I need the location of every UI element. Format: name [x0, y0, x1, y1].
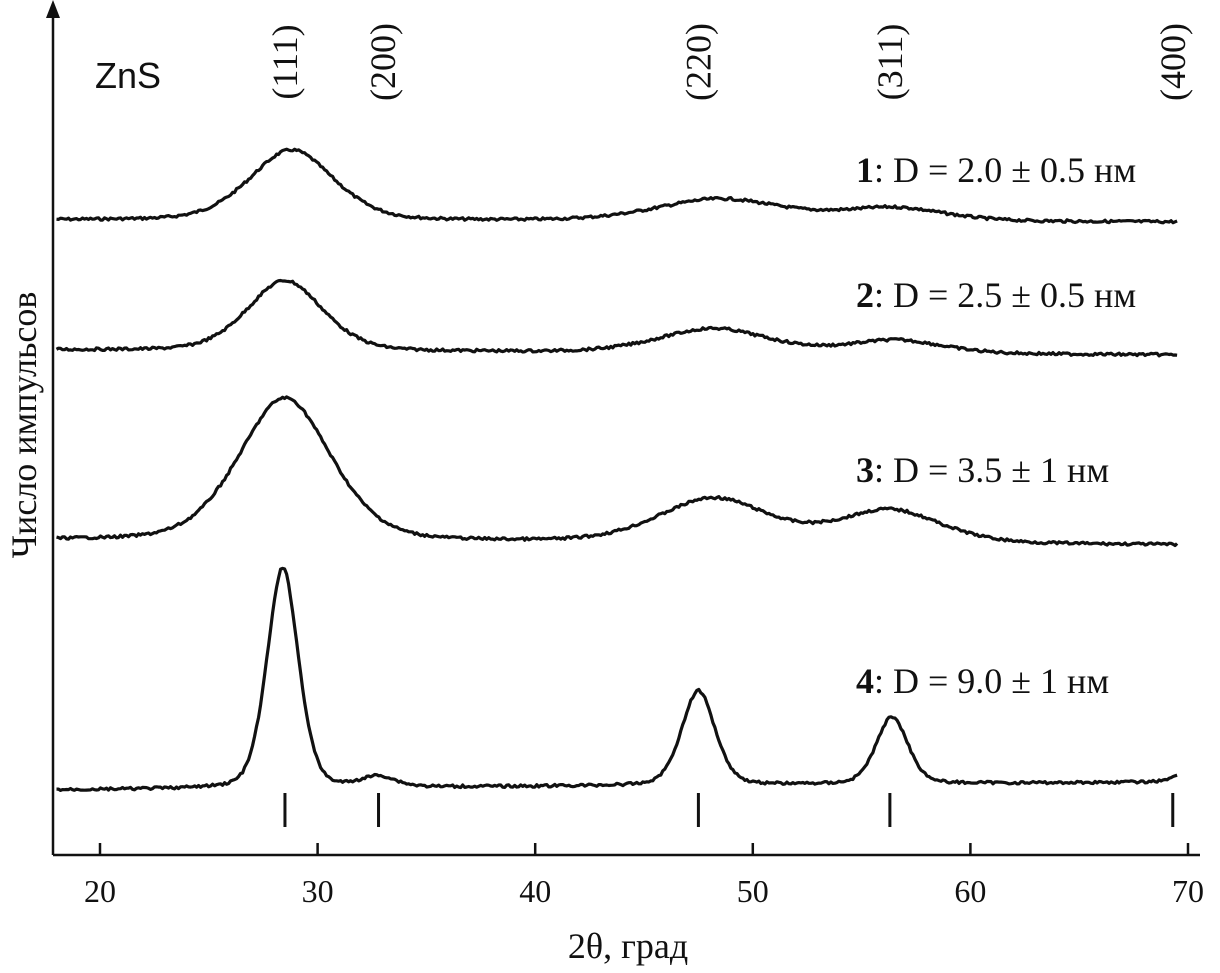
curve-4 — [56, 566, 1178, 792]
diffraction-curves — [55, 147, 1179, 792]
curve-number: 1 — [856, 150, 874, 190]
material-label: ZnS — [95, 55, 161, 96]
curve-number: 2 — [856, 275, 874, 315]
curve-size-text: : D = 2.0 ± 0.5 нм — [874, 150, 1136, 190]
curve-label-3: 3: D = 3.5 ± 1 нм — [856, 450, 1109, 490]
curve-number: 4 — [856, 661, 874, 701]
x-tick-label: 60 — [954, 873, 986, 909]
y-axis-title: Число импульсов — [4, 292, 44, 559]
x-tick-label: 20 — [84, 873, 116, 909]
x-tick-label: 70 — [1172, 873, 1204, 909]
axes — [46, 0, 1200, 857]
hkl-label: (400) — [1153, 23, 1193, 101]
x-axis-title: 2θ, град — [568, 926, 688, 966]
hkl-label: (220) — [678, 23, 718, 101]
reference-lines — [283, 793, 1175, 827]
x-ticks: 20 30 40 50 60 70 — [84, 843, 1204, 909]
hkl-label: (111) — [265, 24, 305, 99]
curve-size-text: : D = 9.0 ± 1 нм — [874, 661, 1109, 701]
hkl-label: (311) — [870, 24, 910, 101]
curve-size-text: : D = 2.5 ± 0.5 нм — [874, 275, 1136, 315]
hkl-labels: (111) (200) (220) (311) (400) — [265, 23, 1193, 101]
curve-number: 3 — [856, 450, 874, 490]
x-tick-label: 50 — [737, 873, 769, 909]
curve-size-text: : D = 3.5 ± 1 нм — [874, 450, 1109, 490]
curve-labels: 1: D = 2.0 ± 0.5 нм 2: D = 2.5 ± 0.5 нм 3:… — [856, 150, 1136, 701]
curve-label-1: 1: D = 2.0 ± 0.5 нм — [856, 150, 1136, 190]
x-tick-label: 40 — [519, 873, 551, 909]
curve-label-4: 4: D = 9.0 ± 1 нм — [856, 661, 1109, 701]
curve-label-2: 2: D = 2.5 ± 0.5 нм — [856, 275, 1136, 315]
y-axis-arrow-icon — [46, 0, 60, 18]
curve-1 — [56, 147, 1178, 225]
curve-2 — [55, 278, 1178, 358]
curve-3 — [56, 395, 1179, 548]
hkl-label: (200) — [363, 23, 403, 101]
x-tick-label: 30 — [302, 873, 334, 909]
